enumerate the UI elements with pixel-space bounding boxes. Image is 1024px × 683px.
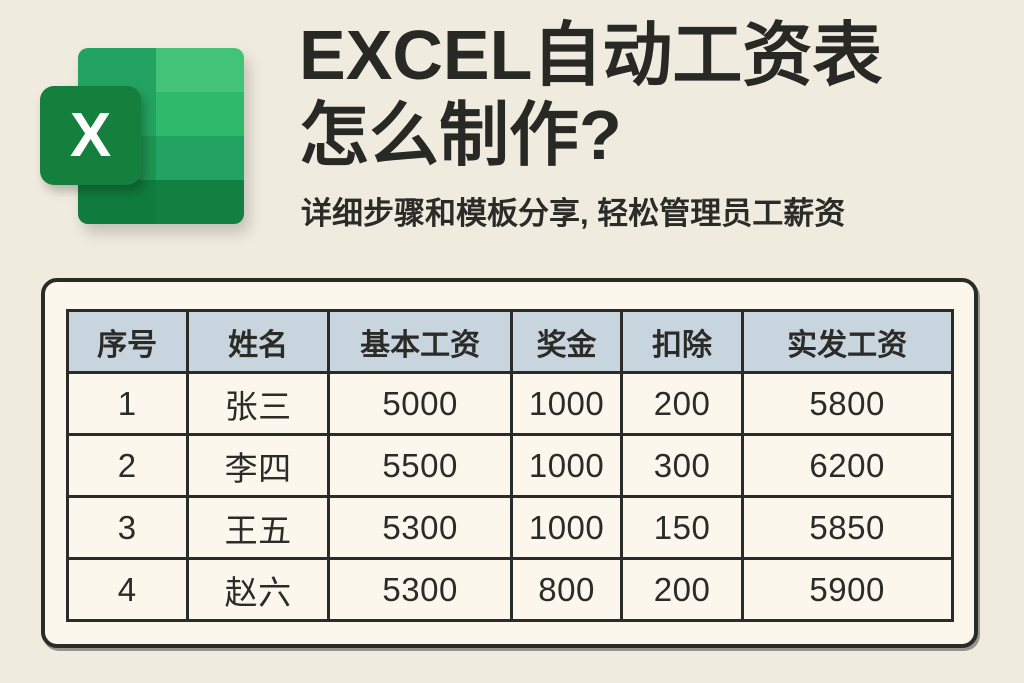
table-cell: 300 — [620, 433, 744, 498]
table-cell: 6200 — [740, 433, 954, 498]
excel-x-letter: X — [69, 100, 112, 170]
page-title-line2: 怎么制作? — [299, 95, 622, 174]
table-cell: 1000 — [509, 433, 624, 498]
excel-logo-band — [156, 48, 244, 92]
table-header-row: 序号 姓名 基本工资 奖金 扣除 实发工资 — [65, 309, 954, 374]
table-cell: 5500 — [327, 433, 513, 498]
column-header: 姓名 — [185, 309, 331, 374]
table-row: 4 赵六 5300 800 200 5900 — [65, 557, 954, 622]
table-cell: 200 — [620, 371, 744, 436]
column-header: 实发工资 — [740, 309, 954, 374]
column-header: 奖金 — [509, 309, 624, 374]
table-cell: 5000 — [327, 371, 513, 436]
table-row: 3 王五 5300 1000 150 5850 — [65, 495, 954, 560]
excel-logo-band — [78, 180, 157, 224]
table-cell: 5300 — [327, 495, 513, 560]
excel-logo: X — [40, 20, 250, 230]
page-title-line1: EXCEL自动工资表 — [299, 16, 883, 94]
excel-logo-band — [156, 136, 244, 180]
table-cell: 150 — [620, 495, 744, 560]
excel-logo-band — [78, 48, 157, 92]
table-row: 2 李四 5500 1000 300 6200 — [65, 433, 954, 498]
title-block: EXCEL自动工资表 怎么制作? 详细步骤和模板分享, 轻松管理员工薪资 — [299, 16, 999, 233]
table-cell: 1000 — [509, 495, 624, 560]
table-row: 1 张三 5000 1000 200 5800 — [65, 371, 954, 436]
excel-x-tile: X — [40, 86, 141, 185]
column-header: 基本工资 — [327, 309, 513, 374]
table-cell: 3 — [65, 495, 189, 560]
excel-logo-band — [156, 180, 244, 224]
table-cell: 5800 — [740, 371, 954, 436]
table-cell: 5850 — [740, 495, 954, 560]
excel-logo-band — [156, 92, 244, 136]
table-cell: 5300 — [327, 557, 513, 622]
table-cell: 王五 — [185, 495, 331, 560]
table-cell: 5900 — [740, 557, 954, 622]
table-cell: 赵六 — [185, 557, 331, 622]
table-cell: 张三 — [185, 371, 331, 436]
table-cell: 800 — [509, 557, 624, 622]
column-header: 扣除 — [620, 309, 744, 374]
table-cell: 200 — [620, 557, 744, 622]
table-cell: 李四 — [185, 433, 331, 498]
table-cell: 1000 — [509, 371, 624, 436]
table-card: 序号 姓名 基本工资 奖金 扣除 实发工资 1 张三 5000 1000 200… — [41, 278, 978, 648]
table-cell: 4 — [65, 557, 189, 622]
table-cell: 1 — [65, 371, 189, 436]
page-subtitle: 详细步骤和模板分享, 轻松管理员工薪资 — [301, 195, 846, 231]
salary-table: 序号 姓名 基本工资 奖金 扣除 实发工资 1 张三 5000 1000 200… — [65, 309, 954, 622]
column-header: 序号 — [65, 309, 189, 374]
table-cell: 2 — [65, 433, 189, 498]
